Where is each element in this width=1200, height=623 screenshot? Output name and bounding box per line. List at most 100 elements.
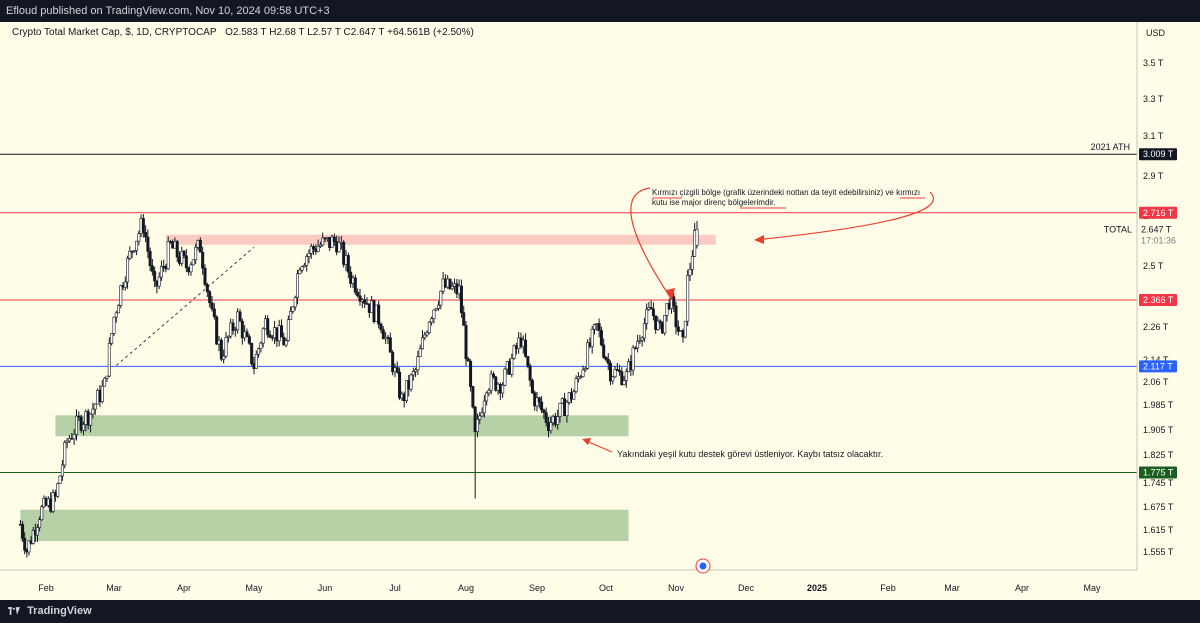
candle-body (512, 345, 516, 359)
candle-body (606, 359, 610, 364)
candle-body (615, 369, 619, 371)
candle-body (137, 233, 141, 242)
candle-body (316, 246, 320, 252)
candle-body (411, 371, 415, 376)
time-tick-label: Jul (389, 583, 401, 593)
current-price-label: 2.647 T (1141, 224, 1172, 234)
candle-body (638, 339, 642, 342)
time-tick-label: Feb (880, 583, 896, 593)
price-tag-label: 2.716 T (1143, 208, 1174, 218)
candle-body (203, 267, 207, 285)
candle-body (450, 286, 454, 290)
candle-body (425, 332, 429, 336)
candle-body (586, 342, 590, 369)
candle-body (289, 311, 293, 320)
ohlc-values: O2.583 T H2.68 T L2.57 T C2.647 T +64.56… (225, 27, 474, 38)
arrow-head-icon (754, 235, 764, 244)
candle-body (226, 335, 230, 338)
candle-body (189, 264, 193, 273)
candle-body (31, 530, 35, 544)
candle-body (478, 415, 482, 420)
price-tag (1139, 294, 1177, 307)
candle-body (208, 291, 212, 304)
candle-body (558, 402, 562, 417)
candle-body (581, 369, 585, 377)
price-tag-label: 3.009 T (1143, 149, 1174, 159)
price-tick-label: 1.615 T (1143, 525, 1174, 535)
candle-body (674, 305, 678, 328)
candle-body (103, 377, 107, 387)
candle-body (381, 329, 385, 340)
candle-body (53, 492, 57, 497)
annotation-support: Yakındaki yeşil kutu destek görevi üstle… (617, 449, 883, 459)
candle-body (312, 246, 316, 250)
candle-body (391, 351, 395, 373)
arrow-head-icon (666, 288, 675, 300)
candle-body (318, 244, 322, 247)
candle-body (510, 358, 514, 375)
candle-body (286, 319, 290, 342)
candle-body (592, 324, 596, 330)
candle-body (159, 265, 163, 278)
price-tick-label: 1.555 T (1143, 547, 1174, 557)
candle-body (44, 498, 48, 506)
candle-body (250, 342, 254, 365)
candle-body (268, 334, 272, 338)
candle-body (296, 273, 300, 298)
candle-body (148, 251, 152, 267)
candle-body (690, 256, 694, 270)
candle-body (307, 253, 311, 257)
chart-frame[interactable]: Kırmızı çizgili bölge (grafik üzerindeki… (0, 22, 1200, 600)
candle-body (579, 376, 583, 378)
candle-body (198, 240, 202, 253)
price-tick-label: 3.3 T (1143, 94, 1164, 104)
candle-body (84, 411, 88, 425)
candle-body (613, 369, 617, 378)
series-label: TOTAL (1104, 224, 1132, 234)
candle-body (686, 275, 690, 322)
candle-body (572, 391, 576, 400)
time-tick-label: Apr (177, 583, 191, 593)
resistance-zone (165, 234, 716, 245)
candle-body (182, 250, 186, 257)
candle-body (537, 397, 541, 403)
price-tag-label: 2.366 T (1143, 295, 1174, 305)
candle-body (70, 437, 74, 440)
candle-body (409, 374, 413, 390)
tradingview-logo-icon (8, 607, 20, 615)
price-chart[interactable]: Kırmızı çizgili bölge (grafik üzerindeki… (0, 22, 1200, 600)
time-axis (0, 570, 1200, 600)
candle-body (233, 329, 237, 332)
candle-body (132, 250, 136, 252)
trendline (115, 246, 255, 366)
candle-body (27, 540, 31, 553)
candle-body (284, 340, 288, 346)
candle-body (117, 305, 121, 314)
candle-body (416, 356, 420, 371)
candle-body (254, 354, 258, 369)
candle-body (395, 367, 399, 373)
candle-body (231, 322, 235, 331)
candle-body (291, 306, 295, 312)
candle-body (63, 442, 67, 466)
candle-body (583, 368, 587, 371)
candle-body (439, 290, 443, 306)
candle-body (60, 464, 64, 477)
candle-body (79, 416, 83, 431)
candle-body (469, 360, 473, 387)
candle-body (105, 375, 109, 379)
price-tag (1139, 148, 1177, 161)
price-axis (1137, 22, 1200, 600)
candle-body (98, 390, 102, 403)
candle-body (414, 369, 418, 372)
price-tick-label: 1.985 T (1143, 400, 1174, 410)
candle-body (153, 271, 157, 282)
candle-body (114, 312, 118, 318)
candle-body (377, 304, 381, 325)
annotation-resistance-line2: kutu ise major direnç bölgelerimdir. (652, 198, 776, 207)
price-tag (1139, 206, 1177, 219)
candle-body (82, 424, 86, 431)
candle-body (658, 320, 662, 324)
candle-body (279, 325, 283, 338)
candle-body (257, 348, 261, 355)
